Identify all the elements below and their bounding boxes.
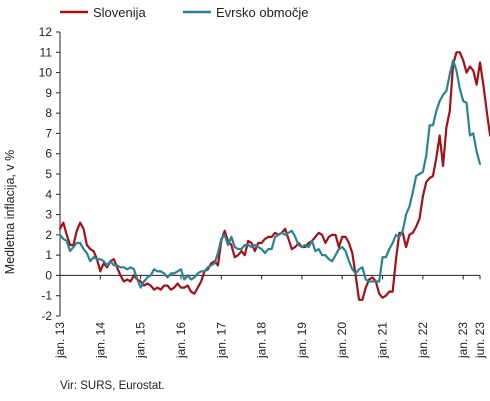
x-tick-label: jan. 13 [53, 322, 67, 359]
x-tick-label: jan. 22 [416, 322, 430, 359]
y-tick-label: 6 [45, 147, 52, 161]
x-tick-label: jan. 15 [134, 322, 148, 359]
y-tick-label: 10 [39, 66, 53, 80]
legend-label: Slovenija [93, 5, 147, 20]
y-tick-label: 12 [39, 25, 53, 39]
series-line-slovenija [58, 51, 490, 301]
y-tick-label: 9 [45, 86, 52, 100]
x-axis: jan. 13 jan. 14 jan. 15 jan. 16 jan. 17 jan. … [53, 274, 487, 359]
series-lines [58, 51, 490, 301]
legend-label: Evrsko območje [216, 5, 308, 20]
x-tick-label: jan. 14 [93, 322, 107, 359]
source-note: Vir: SURS, Eurostat. [60, 380, 165, 392]
y-tick-label: -1 [41, 289, 52, 303]
y-tick-label: 4 [45, 187, 52, 201]
y-tick-label: 0 [45, 268, 52, 282]
x-tick-label: jan. 19 [295, 322, 309, 359]
y-tick-label: 7 [45, 126, 52, 140]
y-tick-label: 3 [45, 208, 52, 222]
x-tick-label: jan. 18 [255, 322, 269, 359]
series-line-evrsko-obmocje [58, 59, 482, 289]
y-axis-label: Medletna inflacija, v % [3, 150, 17, 274]
y-tick-label: 8 [45, 106, 52, 120]
y-tick-label: 11 [40, 45, 53, 59]
y-tick-label: 1 [45, 248, 52, 262]
y-tick-label: -2 [41, 309, 52, 323]
x-tick-label: jun. 23 [473, 322, 487, 359]
x-tick-label: jan. 20 [335, 322, 349, 359]
x-tick-label: jan. 23 [456, 322, 470, 359]
x-tick-label: jan. 16 [174, 322, 188, 359]
legend: Slovenija Evrsko območje [60, 5, 308, 20]
x-tick-label: jan. 17 [214, 322, 228, 359]
x-tick-label: jan. 21 [376, 322, 390, 359]
y-tick-label: 5 [45, 167, 52, 181]
y-tick-label: 2 [45, 228, 52, 242]
